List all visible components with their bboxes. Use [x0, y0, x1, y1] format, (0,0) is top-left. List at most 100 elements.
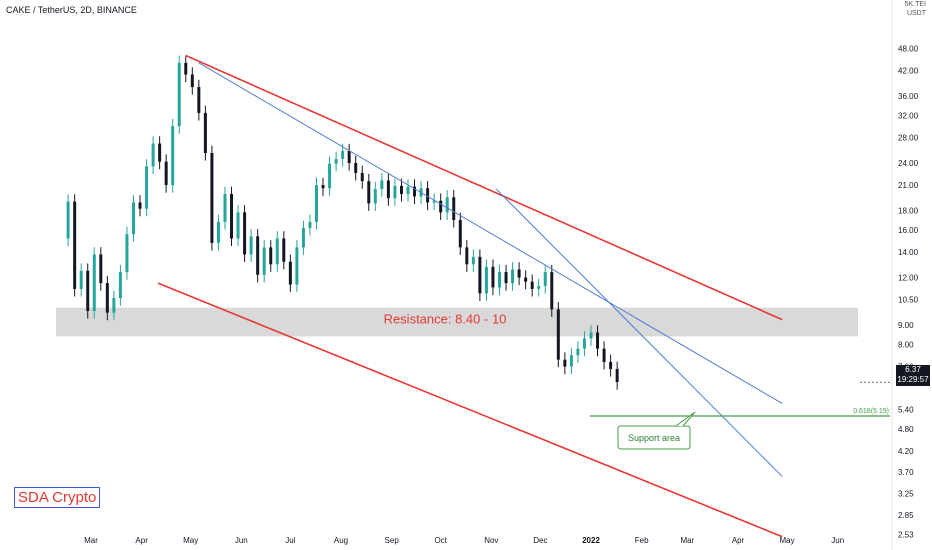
candle-body	[125, 234, 129, 273]
candle-body	[399, 185, 403, 194]
candle-body	[602, 348, 606, 362]
candle-body	[190, 74, 194, 88]
candle-body	[537, 285, 541, 289]
price-tick-label: 2.53	[898, 531, 914, 540]
price-tick-label: 3.70	[898, 468, 914, 477]
time-tick-label: Apr	[732, 536, 745, 545]
candle-body	[478, 256, 482, 294]
brand-watermark: SDA Crypto	[14, 487, 101, 508]
candle-body	[92, 254, 96, 311]
time-tick-label: Jun	[235, 536, 248, 545]
price-tick-label: 9.00	[898, 321, 914, 330]
candle-body	[112, 298, 116, 313]
price-axis: 48.00 42.00 36.00 32.00 28.00 24.00 21.00 18.00…	[891, 0, 919, 550]
candle-body	[275, 238, 279, 265]
ticker-title: CAKE / TetherUS, 2D, BINANCE	[6, 5, 137, 15]
candle-body	[79, 270, 83, 289]
resistance-label: Resistance: 8.40 - 10	[384, 312, 507, 327]
candle-body	[439, 200, 443, 213]
time-tick-label: Mar	[84, 536, 98, 545]
candle-body	[171, 126, 175, 186]
candle-body	[249, 236, 253, 255]
candle-body	[373, 189, 377, 204]
candle-body	[288, 261, 292, 285]
candle-body	[347, 151, 351, 164]
support-callout-box	[617, 425, 691, 450]
price-tick-label: 14.00	[898, 248, 919, 257]
price-tick-label: 4.80	[898, 425, 914, 434]
bar-countdown: 19:29:57	[897, 375, 929, 384]
price-tick-label: 4.20	[898, 447, 914, 456]
candle-body	[86, 270, 90, 311]
candle-body	[197, 87, 201, 113]
support-callout-pointer	[675, 411, 696, 427]
time-tick-label: May	[780, 536, 795, 545]
candle-body	[223, 193, 227, 222]
currency-unit-label: USDT	[906, 10, 926, 17]
candle-body	[465, 247, 469, 265]
candle-body	[360, 172, 364, 182]
candle-body	[484, 266, 488, 294]
candle-body	[151, 143, 155, 167]
lower-red-trendline	[157, 282, 783, 538]
candle-body	[216, 221, 220, 243]
candle-body	[145, 166, 149, 209]
candle-body	[504, 272, 508, 284]
candle-body	[367, 181, 371, 204]
price-tick-label: 32.00	[898, 111, 919, 120]
candle-body	[517, 269, 521, 278]
time-tick-label: 2022	[582, 536, 600, 545]
candle-body	[184, 62, 188, 75]
price-tick-label: 2.85	[898, 511, 914, 520]
price-tick-label: 42.00	[898, 67, 919, 76]
candle-body	[131, 202, 135, 235]
candle-body	[308, 221, 312, 228]
candle-body	[589, 332, 593, 339]
candle-body	[524, 277, 528, 282]
support-label: Support area	[628, 433, 680, 443]
fib-level-label: 0.618(5.19)	[853, 408, 889, 415]
candlestick-series	[66, 55, 619, 390]
candle-body	[582, 338, 586, 349]
candle-body	[354, 163, 358, 173]
candle-body	[615, 368, 619, 383]
upper-red-trendline	[185, 54, 783, 321]
candle-body	[105, 283, 109, 313]
candle-body	[497, 272, 501, 288]
candle-body	[596, 332, 600, 349]
candle-body	[158, 143, 162, 162]
candle-body	[530, 281, 534, 289]
currency-label: 5K.TEI USDT	[905, 0, 926, 18]
lower-blue-trendline	[495, 188, 783, 477]
candle-body	[321, 185, 325, 189]
candle-body	[576, 348, 580, 356]
time-tick-label: Aug	[334, 536, 348, 545]
candle-body	[386, 180, 390, 199]
candle-body	[426, 188, 430, 203]
candle-body	[341, 151, 345, 159]
time-tick-label: Apr	[135, 536, 148, 545]
time-tick-label: Dec	[533, 536, 547, 545]
last-price-tag: 6.37 19:29:57	[896, 365, 930, 386]
price-tick-label: 18.00	[898, 207, 919, 216]
time-tick-label: Jun	[831, 536, 844, 545]
price-tick-label: 28.00	[898, 134, 919, 143]
candle-body	[458, 219, 462, 248]
candle-body	[413, 186, 417, 197]
time-tick-label: Jul	[285, 536, 295, 545]
candle-body	[328, 163, 332, 189]
candle-body	[230, 193, 234, 239]
candle-body	[164, 161, 168, 186]
time-tick-label: Sep	[385, 536, 400, 545]
price-tick-label: 10.50	[898, 296, 919, 305]
candle-body	[569, 355, 573, 367]
price-tick-label: 8.00	[898, 341, 914, 350]
candle-body	[471, 256, 475, 265]
resistance-zone	[56, 307, 858, 337]
candle-body	[256, 236, 260, 275]
candle-body	[269, 247, 273, 265]
candle-body	[236, 212, 240, 239]
candle-body	[301, 227, 305, 248]
candle-body	[406, 186, 410, 194]
